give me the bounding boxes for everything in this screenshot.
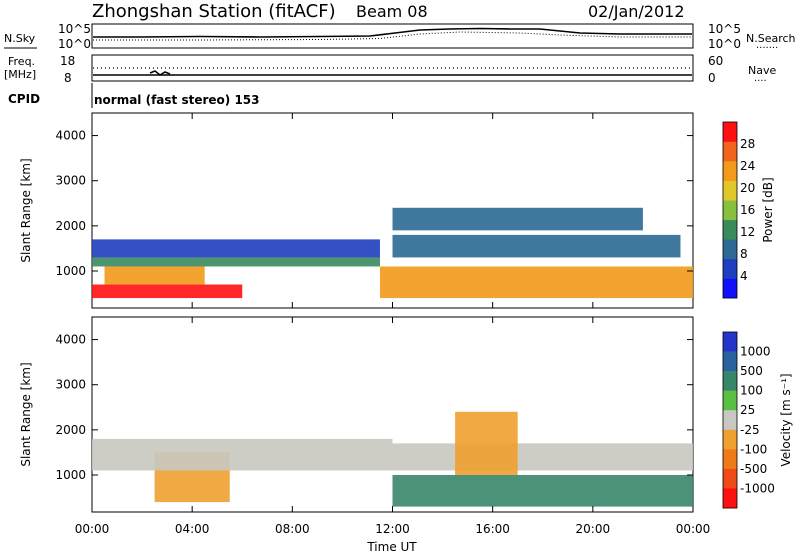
velocity-ytick-label-1: 2000 bbox=[55, 423, 86, 437]
power-ylabel: Slant Range [km] bbox=[19, 158, 33, 262]
power-ytick-label-2: 3000 bbox=[55, 174, 86, 188]
beam-label: Beam 08 bbox=[356, 2, 428, 21]
noise-left-top: 10^5 bbox=[58, 22, 91, 36]
velocity-colorbar-tick-4: -25 bbox=[740, 423, 760, 437]
noise-panel-frame bbox=[91, 23, 694, 49]
xtick-label-2: 08:00 bbox=[275, 522, 310, 536]
cpid-panel: CPID normal (fast stereo) 153 bbox=[8, 83, 260, 108]
power-ytick-label-3: 4000 bbox=[55, 129, 86, 143]
cpid-label: CPID bbox=[8, 92, 40, 106]
velocity-colorbar-swatch-7 bbox=[723, 468, 737, 489]
noise-right-bottom: 10^0 bbox=[708, 37, 741, 51]
velocity-colorbar-tick-5: -100 bbox=[740, 442, 767, 456]
power-feature-1 bbox=[104, 266, 205, 285]
xtick-label-3: 12:00 bbox=[375, 522, 410, 536]
velocity-colorbar-swatch-0 bbox=[723, 332, 737, 352]
power-colorbar-swatch-5 bbox=[723, 180, 737, 201]
velocity-colorbar-tick-7: -1000 bbox=[740, 481, 775, 495]
power-panel: 1000 2000 3000 4000 Slant Range [km] 4 8 12 16 20… bbox=[19, 112, 775, 309]
noise-right-label: N.Search bbox=[746, 32, 796, 45]
xtick-label-4: 16:00 bbox=[475, 522, 510, 536]
xaxis-label: Time UT bbox=[366, 540, 417, 554]
power-ytick-label-0: 1000 bbox=[55, 264, 86, 278]
power-ytick-label-1: 2000 bbox=[55, 219, 86, 233]
power-feature-5 bbox=[392, 234, 681, 258]
freq-left-top: 18 bbox=[60, 54, 75, 68]
velocity-colorbar-swatch-4 bbox=[723, 410, 737, 431]
velocity-colorbar-tick-2: 100 bbox=[740, 384, 763, 398]
power-colorbar-swatch-8 bbox=[723, 122, 737, 142]
freq-right-label: Nave bbox=[748, 64, 776, 77]
velocity-colorbar-swatch-2 bbox=[723, 371, 737, 391]
cpid-text: normal (fast stereo) 153 bbox=[94, 93, 260, 107]
power-colorbar-swatch-4 bbox=[723, 200, 737, 221]
velocity-feature-4 bbox=[455, 411, 518, 475]
date-label: 02/Jan/2012 bbox=[588, 2, 685, 21]
power-feature-6 bbox=[392, 207, 643, 231]
velocity-colorbar-tick-1: 500 bbox=[740, 364, 763, 378]
power-colorbar-swatch-7 bbox=[723, 141, 737, 162]
xtick-label-0: 00:00 bbox=[75, 522, 110, 536]
velocity-ylabel: Slant Range [km] bbox=[19, 362, 33, 466]
velocity-ytick-label-2: 3000 bbox=[55, 378, 86, 392]
freq-right-bottom: 0 bbox=[708, 71, 716, 85]
noise-sky-trace bbox=[93, 27, 692, 38]
velocity-colorbar-swatch-3 bbox=[723, 390, 737, 411]
power-colorbar-tick-3: 16 bbox=[740, 203, 755, 217]
noise-right-top: 10^5 bbox=[708, 22, 741, 36]
velocity-colorbar-tick-3: 25 bbox=[740, 403, 755, 417]
power-colorbar-swatch-6 bbox=[723, 161, 737, 181]
velocity-colorbar-tick-6: -500 bbox=[740, 462, 767, 476]
velocity-colorbar-tick-0: 1000 bbox=[740, 345, 771, 359]
noise-left-bottom: 10^0 bbox=[58, 37, 91, 51]
power-feature-0 bbox=[92, 284, 243, 299]
velocity-colorbar-swatch-5 bbox=[723, 429, 737, 450]
velocity-panel: 1000 2000 3000 4000 Slant Range [km] 1000 500 1… bbox=[19, 316, 793, 513]
power-colorbar-frame bbox=[722, 121, 738, 299]
xtick-label-6: 00:00 bbox=[676, 522, 711, 536]
power-colorbar-label: Power [dB] bbox=[761, 177, 775, 242]
velocity-ytick-label-3: 4000 bbox=[55, 333, 86, 347]
velocity-colorbar-swatch-1 bbox=[723, 351, 737, 372]
velocity-feature-3 bbox=[392, 474, 693, 507]
freq-right-dots: ···· bbox=[754, 76, 767, 87]
power-colorbar-tick-2: 12 bbox=[740, 225, 755, 239]
power-colorbar-tick-6: 28 bbox=[740, 137, 755, 151]
power-feature-4 bbox=[379, 266, 693, 299]
power-feature-2 bbox=[92, 257, 380, 267]
velocity-colorbar-swatch-6 bbox=[723, 449, 737, 470]
velocity-feature-2 bbox=[392, 443, 693, 471]
velocity-colorbar-label: Velocity [m s⁻¹] bbox=[779, 373, 793, 466]
time-axis: 00:00 04:00 08:00 12:00 16:00 20:00 00:00 Time … bbox=[75, 113, 711, 554]
freq-left-bottom: 8 bbox=[64, 71, 72, 85]
velocity-ytick-label-0: 1000 bbox=[55, 468, 86, 482]
velocity-colorbar-swatch-8 bbox=[723, 488, 737, 509]
xtick-label-5: 20:00 bbox=[576, 522, 611, 536]
power-colorbar-swatch-2 bbox=[723, 239, 737, 260]
noise-panel: N.Sky 10^5 10^0 10^5 10^0 N.Search ·····… bbox=[4, 22, 796, 54]
freq-blip bbox=[149, 70, 171, 76]
station-title: Zhongshan Station (fitACF) bbox=[92, 1, 336, 22]
freq-right-top: 60 bbox=[708, 54, 723, 68]
power-colorbar-swatch-3 bbox=[723, 219, 737, 240]
power-feature-3 bbox=[92, 239, 380, 258]
noise-right-dots: ······· bbox=[756, 43, 778, 54]
freq-label-line1: Freq. bbox=[8, 55, 35, 68]
freq-panel-frame bbox=[91, 54, 694, 82]
power-colorbar-swatch-0 bbox=[723, 278, 737, 299]
power-colorbar-tick-5: 24 bbox=[740, 159, 755, 173]
power-colorbar-swatch-1 bbox=[723, 258, 737, 279]
velocity-colorbar-frame bbox=[722, 331, 738, 509]
xtick-label-1: 04:00 bbox=[175, 522, 210, 536]
power-colorbar-tick-1: 8 bbox=[740, 247, 748, 261]
freq-label-line2: [MHz] bbox=[4, 68, 36, 81]
freq-panel: Freq. [MHz] 18 8 60 0 Nave ···· bbox=[4, 54, 776, 87]
power-colorbar-tick-0: 4 bbox=[740, 269, 748, 283]
power-colorbar-tick-4: 20 bbox=[740, 181, 755, 195]
velocity-feature-1 bbox=[92, 438, 393, 471]
noise-left-label: N.Sky bbox=[4, 32, 36, 45]
